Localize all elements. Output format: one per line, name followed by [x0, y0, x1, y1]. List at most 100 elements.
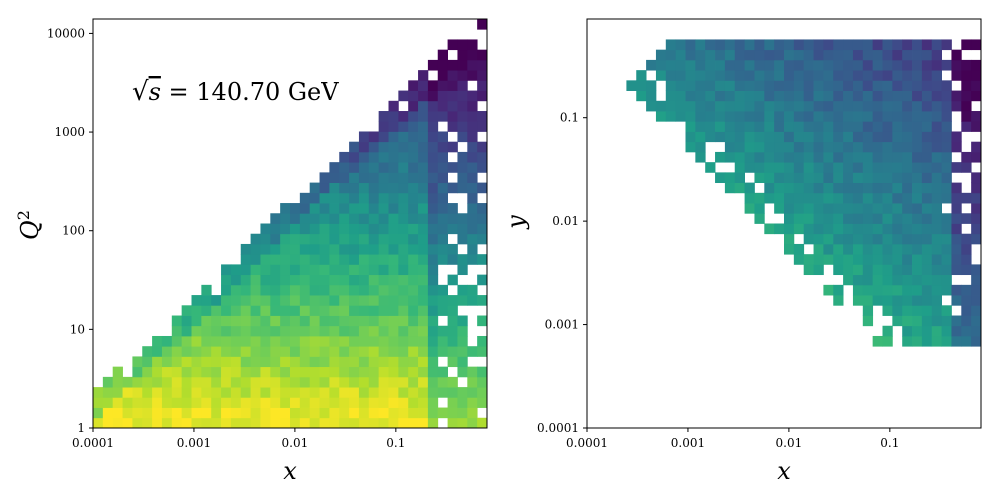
heatmap-cell	[270, 284, 281, 296]
heatmap-cell	[961, 39, 972, 51]
heatmap-cell	[418, 111, 429, 122]
heatmap-cell	[290, 376, 301, 388]
heatmap-cell	[467, 131, 478, 143]
heatmap-cell	[675, 70, 686, 81]
heatmap-cell	[852, 111, 864, 122]
heatmap-cell	[447, 305, 458, 316]
heatmap-cell	[872, 151, 883, 163]
heatmap-cell	[290, 203, 301, 214]
heatmap-cell	[211, 295, 222, 306]
heatmap-cell	[961, 121, 972, 132]
heatmap-cell	[833, 39, 844, 51]
heatmap-cell	[329, 264, 340, 276]
heatmap-cell	[388, 295, 399, 306]
heatmap-cell	[447, 121, 458, 132]
heatmap-cell	[319, 325, 330, 337]
heatmap-cell	[931, 264, 942, 276]
heatmap-cell	[398, 325, 409, 337]
heatmap-cell	[921, 315, 933, 327]
heatmap-cell	[862, 111, 874, 122]
heatmap-cell	[201, 417, 212, 429]
heatmap-cell	[280, 335, 291, 347]
heatmap-cell	[744, 162, 755, 173]
heatmap-cell	[230, 417, 242, 429]
heatmap-cell	[339, 284, 350, 296]
heatmap-cell	[230, 325, 242, 337]
heatmap-cell	[339, 151, 350, 163]
heatmap-cell	[368, 397, 380, 408]
heatmap-cell	[724, 70, 736, 81]
heatmap-cell	[724, 39, 736, 51]
heatmap-cell	[872, 80, 883, 91]
heatmap-cell	[358, 203, 370, 214]
heatmap-cell	[260, 223, 271, 235]
heatmap-cell	[862, 80, 874, 91]
heatmap-cell	[892, 131, 903, 143]
heatmap-cell	[784, 59, 795, 71]
heatmap-cell	[181, 366, 192, 378]
heatmap-cell	[813, 233, 824, 245]
heatmap-cell	[339, 295, 350, 306]
heatmap-cell	[813, 192, 824, 204]
heatmap-cell	[171, 366, 183, 378]
heatmap-cell	[339, 417, 350, 429]
heatmap-cell	[240, 315, 251, 327]
heatmap-cell	[408, 407, 419, 419]
heatmap-cell	[408, 264, 419, 276]
heatmap-cell	[378, 162, 389, 173]
heatmap-cell	[734, 172, 745, 184]
heatmap-cell	[467, 346, 478, 357]
heatmap-cell	[93, 397, 104, 408]
heatmap-cell	[941, 192, 952, 204]
heatmap-cell	[931, 151, 942, 163]
heatmap-cell	[398, 315, 409, 327]
heatmap-cell	[358, 162, 370, 173]
y-vs-x-plot-frame	[586, 18, 982, 429]
heatmap-cell	[299, 407, 311, 419]
heatmap-cell	[161, 387, 173, 398]
heatmap-cell	[961, 325, 972, 337]
heatmap-cell	[250, 233, 261, 245]
heatmap-cell	[329, 162, 340, 173]
heatmap-cell	[358, 305, 370, 316]
heatmap-cell	[882, 284, 893, 296]
heatmap-cell	[319, 223, 330, 235]
heatmap-cell	[388, 387, 399, 398]
heatmap-cell	[418, 131, 429, 143]
heatmap-cell	[408, 417, 419, 429]
heatmap-cell	[329, 254, 340, 265]
heatmap-cell	[803, 49, 814, 61]
heatmap-cell	[823, 223, 834, 235]
heatmap-cell	[813, 213, 824, 224]
heatmap-cell	[813, 111, 824, 122]
heatmap-cell	[961, 305, 972, 316]
heatmap-cell	[388, 325, 399, 337]
heatmap-cell	[398, 274, 409, 286]
heatmap-cell	[408, 100, 419, 112]
heatmap-cell	[211, 397, 222, 408]
heatmap-cell	[467, 70, 478, 81]
heatmap-cell	[892, 203, 903, 214]
heatmap-cell	[477, 213, 488, 224]
heatmap-cell	[764, 172, 775, 184]
heatmap-cell	[872, 141, 883, 153]
heatmap-cell	[319, 182, 330, 194]
heatmap-cell	[803, 264, 814, 276]
heatmap-cell	[437, 284, 448, 296]
heatmap-cell	[437, 335, 448, 347]
heatmap-cell	[852, 213, 864, 224]
heatmap-cell	[427, 59, 439, 71]
heatmap-cell	[467, 407, 478, 419]
heatmap-cell	[299, 335, 311, 347]
y-vs-x-xlabel: x	[777, 457, 791, 485]
heatmap-cell	[270, 305, 281, 316]
heatmap-cell	[408, 346, 419, 357]
heatmap-cell	[309, 192, 320, 204]
heatmap-cell	[280, 223, 291, 235]
heatmap-cell	[477, 151, 488, 163]
heatmap-cell	[299, 315, 311, 327]
heatmap-cell	[329, 325, 340, 337]
heatmap-cell	[705, 162, 716, 173]
heatmap-cell	[299, 203, 311, 214]
